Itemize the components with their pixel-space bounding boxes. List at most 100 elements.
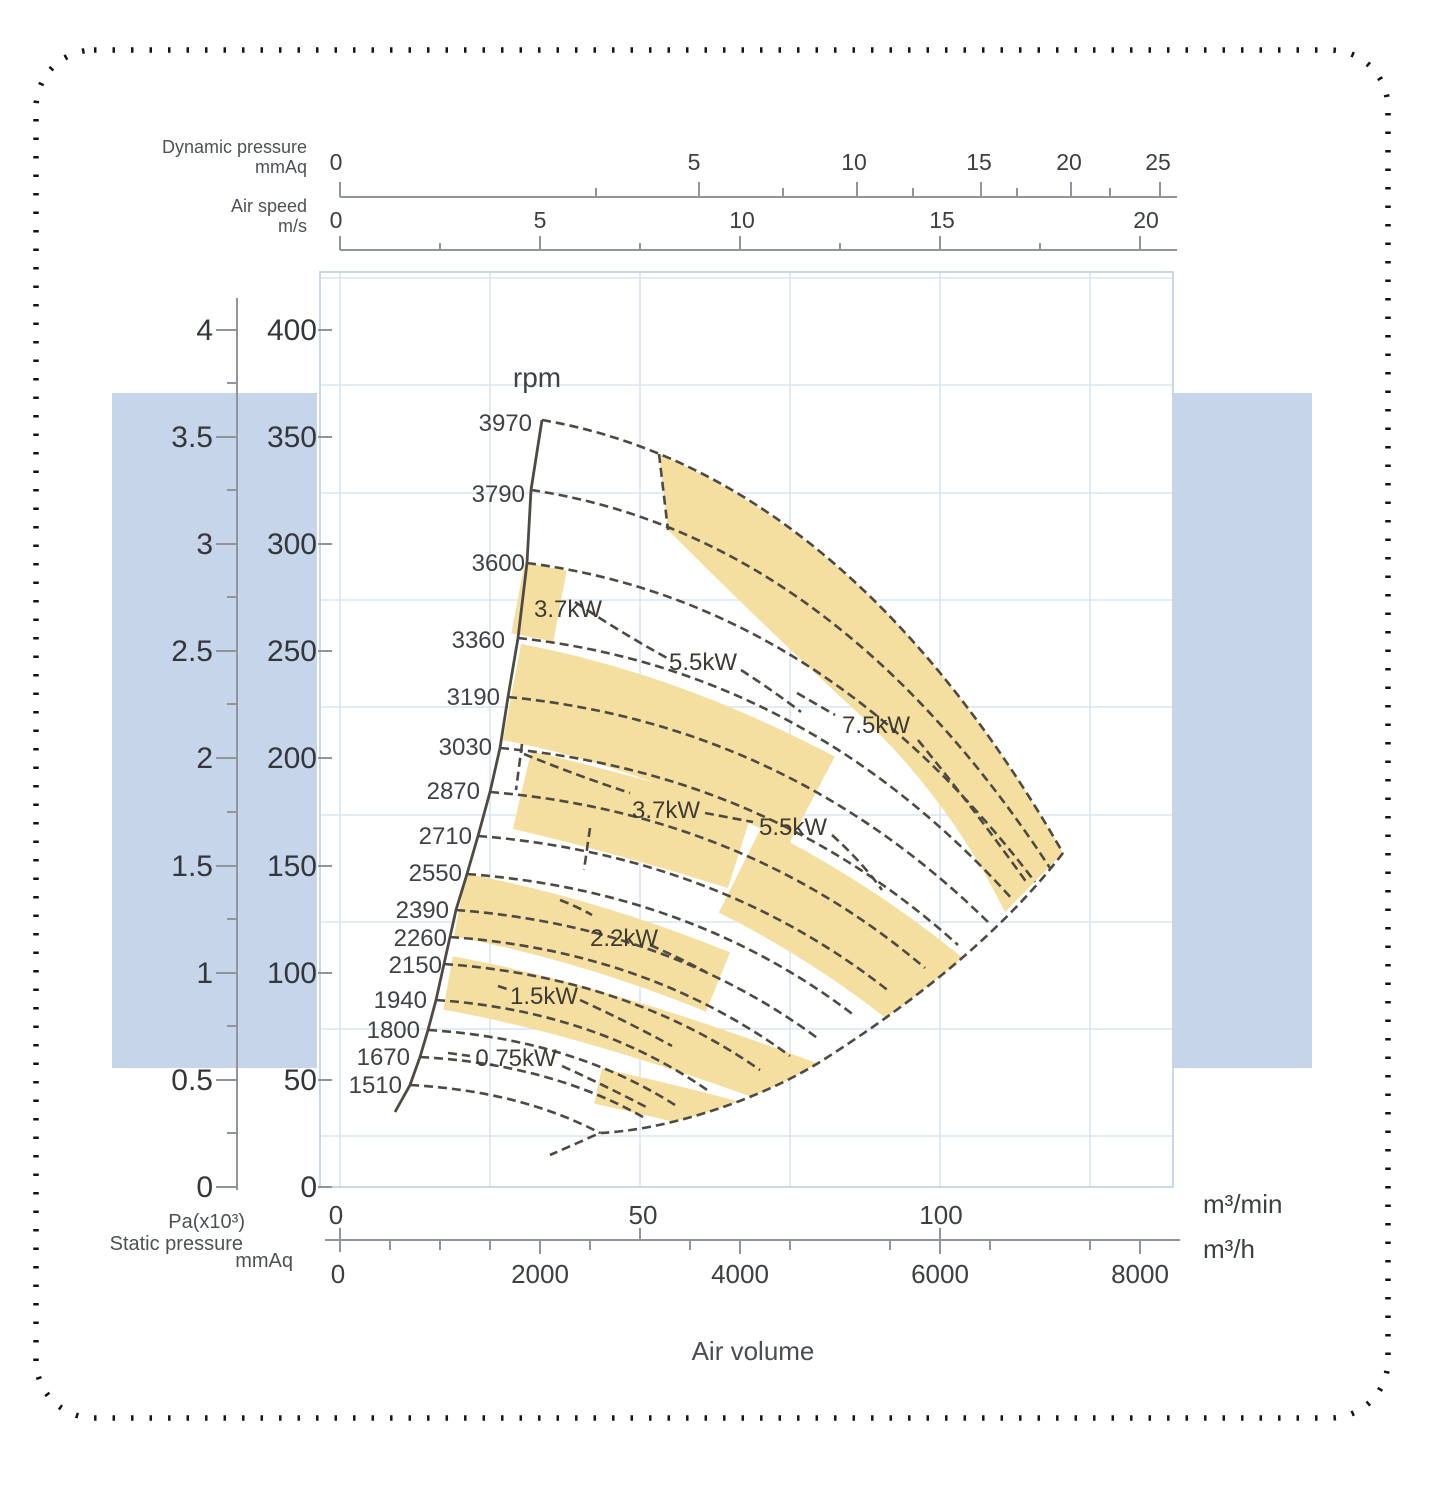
rpm-label-2260: 2260 [394, 925, 447, 952]
left-blue-panel [112, 393, 317, 1068]
divider-5-5kw-a-post [740, 668, 802, 714]
mmaq-tick-0: 0 [300, 1171, 317, 1204]
m3h-tick-2000: 2000 [511, 1259, 569, 1289]
pa-tick-0-5: 0.5 [171, 1064, 213, 1097]
rpm-labels: rpm 3970 3790 3600 3360 3190 3030 2870 2… [349, 362, 562, 1099]
pa-tick-1-5: 1.5 [171, 850, 213, 883]
kw-label-2-2: 2.2kW [590, 925, 658, 952]
kw-label-5-5-mid: 5.5kW [759, 814, 827, 841]
air-volume-title: Air volume [692, 1336, 815, 1366]
curve-3790 [530, 488, 1052, 869]
divider-0-75kw-pre [447, 1051, 471, 1058]
as-tick-15: 15 [929, 207, 955, 233]
divider-center-gap [514, 743, 524, 791]
top-axis-dynamic-pressure: Dynamic pressure mmAq 0 5 10 15 20 25 [162, 137, 1177, 198]
rpm-curves [409, 418, 1065, 1135]
dp-tick-25: 25 [1145, 149, 1171, 175]
divider-5-5kw-b-post [831, 834, 884, 891]
kw-label-3-7-mid: 3.7kW [632, 797, 700, 824]
plot-frame [319, 271, 1174, 1188]
rpm-label-1800: 1800 [367, 1017, 420, 1044]
divider-1-5kw-post [579, 998, 673, 1048]
divider-mid-gap [582, 827, 592, 871]
m3h-tick-4000: 4000 [711, 1259, 769, 1289]
kw-label-5-5-upper: 5.5kW [669, 649, 737, 676]
curve-3360 [517, 636, 1014, 901]
as-tick-5: 5 [534, 207, 547, 233]
divider-7-5kw-pre [796, 691, 836, 717]
kw-label-1-5: 1.5kW [510, 983, 578, 1010]
dynamic-pressure-ticks [339, 182, 1161, 197]
curve-2870 [489, 790, 926, 969]
bottom-axis-air-volume: 0 50 100 0 2000 4000 6000 8000 m³/min m³… [325, 1189, 1282, 1366]
pa-tick-3-5: 3.5 [171, 421, 213, 454]
power-zone-bands [443, 454, 1063, 1133]
m3h-tick-8000: 8000 [1111, 1259, 1169, 1289]
dp-tick-10: 10 [841, 149, 867, 175]
divider-2-2kw-post [649, 943, 707, 974]
band-3-7kw-small [511, 562, 567, 642]
divider-7-5kw-post [916, 739, 1029, 884]
curve-3030 [499, 746, 959, 946]
m3min-tick-0: 0 [329, 1200, 343, 1230]
pa-tick-3: 3 [196, 528, 213, 561]
mmaq-tick-250: 250 [267, 635, 317, 668]
curve-1670 [419, 1055, 644, 1119]
air-speed-label: Air speed [231, 196, 307, 216]
dynamic-pressure-label: Dynamic pressure [162, 137, 307, 157]
pa-tick-1: 1 [196, 957, 213, 990]
mmaq-tick-300: 300 [267, 528, 317, 561]
divider-0-75kw-post [561, 1064, 649, 1110]
pa-tick-2: 2 [196, 742, 213, 775]
top-axis-air-speed: Air speed m/s 0 5 10 15 20 [231, 196, 1177, 251]
curve-1510 [409, 1083, 601, 1135]
pa-tick-4: 4 [196, 314, 213, 347]
rpm-label-3790: 3790 [472, 481, 525, 508]
left-axis-static-pressure: 4 3.5 3 2.5 2 1.5 1 0.5 0 400 350 300 25… [110, 298, 332, 1272]
air-speed-ticks [339, 236, 1141, 250]
band-center-right [718, 827, 976, 1042]
pa-tick-0: 0 [196, 1171, 213, 1204]
dynamic-pressure-unit: mmAq [255, 157, 307, 177]
divider-2-2kw-pre [559, 898, 593, 917]
curve-2390 [455, 908, 821, 1042]
m3h-unit-label: m³/h [1203, 1234, 1255, 1264]
kw-label-3-7-upper: 3.7kW [534, 596, 602, 623]
mmaq-tick-100: 100 [267, 957, 317, 990]
rpm-title: rpm [513, 362, 561, 393]
band-1-5kw [443, 956, 832, 1120]
rpm-label-2870: 2870 [427, 778, 480, 805]
kw-label-0-75: 0.75kW [475, 1045, 557, 1072]
rpm-label-2710: 2710 [419, 823, 472, 850]
mmaq-tick-50: 50 [284, 1064, 317, 1097]
kw-dividers [447, 453, 1029, 1110]
kw-label-7-5: 7.5kW [842, 712, 910, 739]
curve-2710 [477, 834, 891, 994]
curve-3190 [507, 695, 989, 923]
band-upper-mid [502, 643, 835, 844]
m3min-tick-50: 50 [629, 1200, 658, 1230]
pa-unit-label: Pa(x10³) [168, 1211, 245, 1233]
m3min-ticks-marks [339, 1228, 941, 1240]
divider-3-7kw-b-mid [704, 811, 754, 824]
curve-2260 [449, 935, 791, 1058]
rpm-label-2550: 2550 [409, 860, 462, 887]
right-blue-panel [1173, 393, 1312, 1068]
m3h-tick-0: 0 [331, 1259, 345, 1289]
curve-3600 [526, 561, 1037, 883]
curve-2550 [466, 872, 856, 1018]
static-pressure-label: Static pressure [110, 1233, 243, 1255]
mmaq-tick-400: 400 [267, 314, 317, 347]
rpm-label-1670: 1670 [357, 1044, 410, 1071]
m3h-tick-6000: 6000 [911, 1259, 969, 1289]
band-bottom [594, 1068, 743, 1133]
rpm-label-1940: 1940 [374, 987, 427, 1014]
rpm-label-3190: 3190 [447, 684, 500, 711]
air-speed-unit: m/s [278, 216, 307, 236]
dp-tick-20: 20 [1056, 149, 1082, 175]
m3min-unit-label: m³/min [1203, 1189, 1282, 1219]
rpm-label-1510: 1510 [349, 1072, 402, 1099]
curve-3970 [541, 418, 1065, 854]
